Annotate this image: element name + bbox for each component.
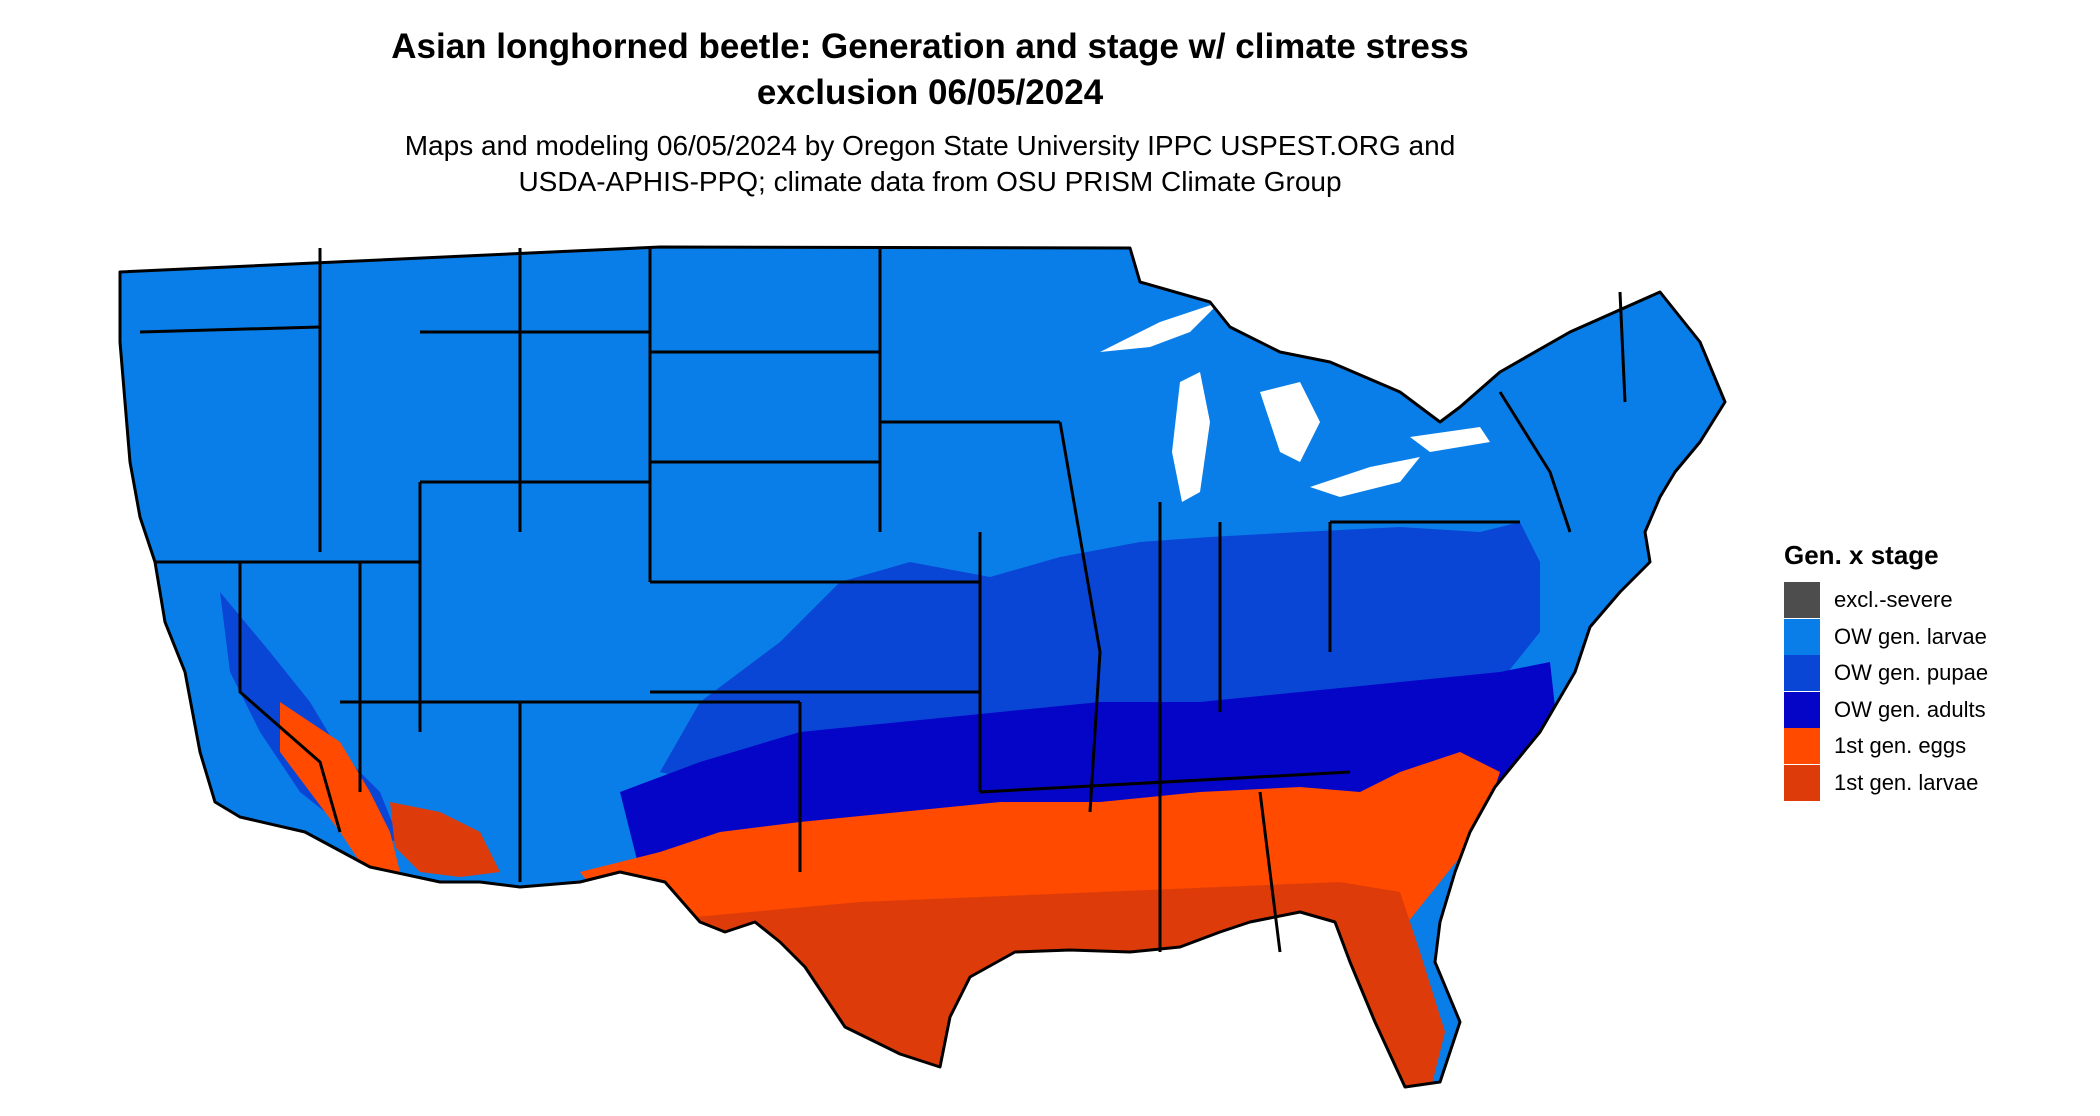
legend-item-excl-severe: excl.-severe: [1784, 582, 2074, 619]
stage-regions: [120, 247, 1725, 1087]
legend-label-ow-gen-larvae: OW gen. larvae: [1834, 623, 1987, 649]
region-1st-gen-eggs-southwest: [280, 702, 400, 877]
state-borders: [118, 245, 1727, 1089]
map-subtitle-line-2: USDA-APHIS-PPQ; climate data from OSU PR…: [518, 166, 1342, 197]
legend-label-1st-gen-eggs: 1st gen. eggs: [1834, 733, 1967, 759]
legend-item-1st-gen-larvae: 1st gen. larvae: [1784, 764, 2074, 802]
border-ca-nv: [238, 562, 342, 833]
lake-ontario: [1410, 427, 1490, 452]
border-mississippi: [1058, 421, 1102, 813]
border-me-nh: [1618, 291, 1627, 403]
legend-swatch-ow-gen-adults: [1784, 691, 1820, 728]
legend-swatch-ow-gen-pupae: [1784, 655, 1820, 692]
lake-superior: [1100, 302, 1220, 352]
lake-erie: [1310, 457, 1420, 497]
great-lakes: [1100, 302, 1490, 502]
border-new-england: [1498, 391, 1572, 533]
legend-swatch-excl-severe: [1784, 582, 1820, 619]
legend-label-ow-gen-pupae: OW gen. pupae: [1834, 660, 1989, 686]
us-map-svg: [118, 245, 1727, 1089]
legend-swatch-1st-gen-larvae: [1784, 764, 1820, 801]
region-1st-gen-larvae-southwest: [390, 802, 500, 877]
legend-item-1st-gen-eggs: 1st gen. eggs: [1784, 728, 2074, 765]
legend-swatch-1st-gen-eggs: [1784, 728, 1820, 765]
legend-swatch-ow-gen-larvae: [1784, 618, 1820, 655]
border-al-ga: [1258, 791, 1282, 953]
legend-label-1st-gen-larvae: 1st gen. larvae: [1834, 769, 1979, 795]
border-ar-tn-nc: [979, 770, 1351, 794]
legend-item-ow-gen-pupae: OW gen. pupae: [1784, 655, 2074, 692]
map-title-line-1: Asian longhorned beetle: Generation and …: [391, 27, 1469, 66]
map-subtitle: Maps and modeling 06/05/2024 by Oregon S…: [0, 128, 1860, 200]
region-1st-gen-larvae: [640, 882, 1445, 1087]
lake-michigan: [1172, 372, 1210, 502]
legend-item-ow-gen-larvae: OW gen. larvae: [1784, 618, 2074, 656]
legend-item-ow-gen-adults: OW gen. adults: [1784, 691, 2074, 729]
legend-label-excl-severe: excl.-severe: [1834, 587, 1953, 613]
us-map: [100, 232, 1750, 1112]
legend-title: Gen. x stage: [1784, 540, 1939, 570]
legend: Gen. x stage excl.-severe OW gen. larvae…: [1784, 538, 2074, 801]
lake-huron: [1260, 382, 1320, 462]
map-title-line-2: exclusion 06/05/2024: [756, 73, 1104, 112]
border-wa-or: [139, 325, 321, 334]
legend-label-ow-gen-adults: OW gen. adults: [1834, 696, 1986, 722]
map-title: Asian longhorned beetle: Generation and …: [0, 24, 1860, 116]
map-subtitle-line-1: Maps and modeling 06/05/2024 by Oregon S…: [404, 130, 1456, 161]
